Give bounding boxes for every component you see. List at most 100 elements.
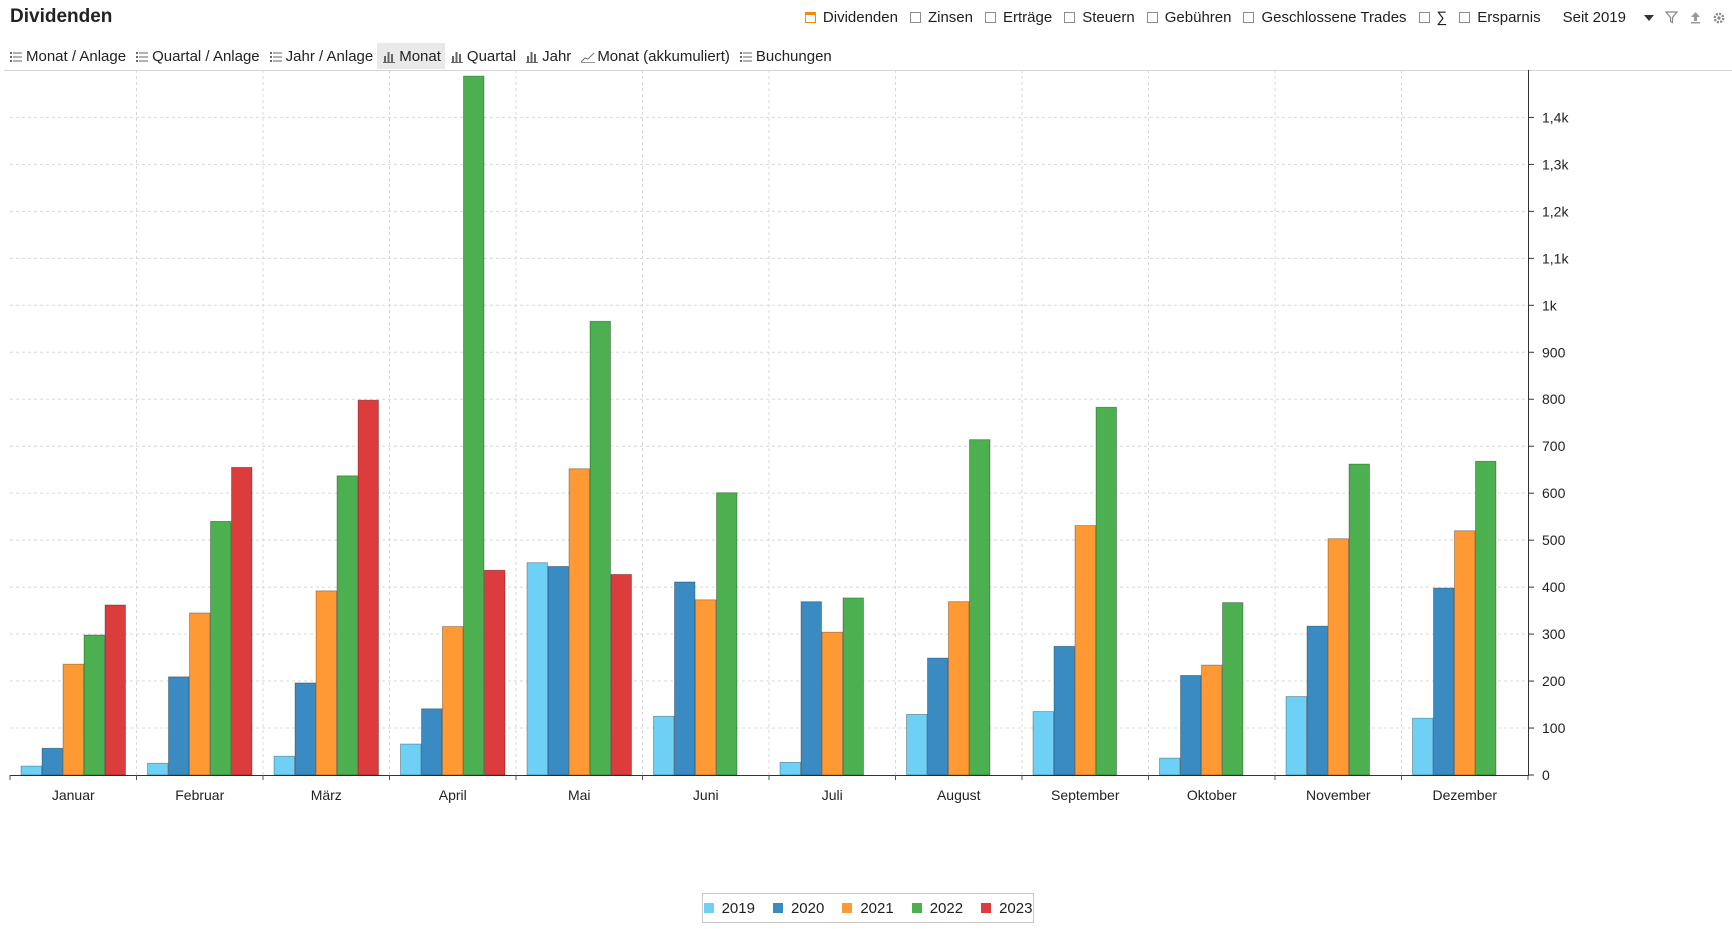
- bar-2022-5[interactable]: Mai 2022: [589, 320, 611, 776]
- legend-entry-2023[interactable]: 2023: [981, 900, 1032, 917]
- bar-2022-10[interactable]: Oktober 2022: [1222, 602, 1244, 776]
- x-tick-label: Juni: [693, 787, 719, 803]
- bar-2019-1[interactable]: Januar 2019: [20, 765, 42, 776]
- bar-2020-8[interactable]: August 2020: [927, 657, 949, 776]
- x-tick-label: April: [439, 787, 467, 803]
- legend-entry-2022[interactable]: 2022: [911, 900, 963, 917]
- bar-2021-8[interactable]: August 2021: [948, 601, 970, 776]
- y-tick-label: 300: [1542, 626, 1566, 642]
- tab-buchungen[interactable]: Buchungen: [734, 43, 836, 69]
- period-dropdown[interactable]: Seit 2019: [1563, 9, 1654, 26]
- tab-label: Monat: [399, 47, 441, 65]
- bar-2021-9[interactable]: September 2021: [1074, 525, 1096, 776]
- bar-2021-12[interactable]: Dezember 2021: [1454, 530, 1476, 776]
- bar-2022-11[interactable]: November 2022: [1348, 463, 1370, 776]
- bar-2022-12[interactable]: Dezember 2022: [1475, 460, 1497, 776]
- legend-entry-2021[interactable]: 2021: [842, 900, 894, 917]
- bar-2019-9[interactable]: September 2019: [1032, 711, 1054, 776]
- legend-label: 2023: [999, 899, 1033, 917]
- filter-summe[interactable]: ∑: [1418, 9, 1447, 26]
- tab-monat-anlage[interactable]: Monat / Anlage: [4, 43, 130, 69]
- filter-label: Steuern: [1082, 9, 1135, 26]
- bar-2020-6[interactable]: Juni 2020: [674, 581, 696, 776]
- filter-dividenden[interactable]: Dividenden: [804, 9, 898, 26]
- bar-2023-3[interactable]: März 2023: [357, 399, 379, 776]
- filter-ertraege[interactable]: Erträge: [985, 9, 1052, 26]
- settings-icon[interactable]: [1712, 11, 1726, 25]
- bar-2021-5[interactable]: Mai 2021: [568, 468, 590, 776]
- bar-2022-9[interactable]: September 2022: [1095, 406, 1117, 776]
- bar-2020-1[interactable]: Januar 2020: [41, 747, 63, 776]
- filter-zinsen[interactable]: Zinsen: [909, 9, 973, 26]
- bar-2023-1[interactable]: Januar 2023: [104, 604, 126, 776]
- bar-2021-3[interactable]: März 2021: [315, 590, 337, 776]
- bar-2019-7[interactable]: Juli 2019: [779, 761, 801, 776]
- bar-2022-2[interactable]: Februar 2022: [210, 520, 232, 776]
- filter-label: Erträge: [1003, 9, 1053, 26]
- bar-2020-2[interactable]: Februar 2020: [168, 676, 190, 776]
- bar-2020-3[interactable]: März 2020: [294, 682, 316, 776]
- x-tick-label: Dezember: [1432, 787, 1497, 803]
- tab-quartal-anlage[interactable]: Quartal / Anlage: [130, 43, 264, 69]
- dividend-bar-chart: 0 100 200 300 400 500 600 700 800 900 1k 1,1k 1,2k 1,…: [9, 70, 1569, 803]
- bar-2020-11[interactable]: November 2020: [1306, 625, 1328, 776]
- filter-label: Zinsen: [927, 9, 973, 26]
- bar-2021-4[interactable]: April 2021: [442, 626, 464, 776]
- filter-geschlossene-trades[interactable]: Geschlossene Trades: [1243, 9, 1407, 26]
- legend-label: 2020: [790, 899, 825, 917]
- bar-2019-2[interactable]: Februar 2019: [147, 762, 169, 776]
- filter-icon[interactable]: [1664, 11, 1678, 25]
- y-tick-label: 1,4k: [1542, 109, 1569, 125]
- bar-2020-7[interactable]: Juli 2020: [800, 601, 822, 776]
- export-icon[interactable]: [1688, 11, 1702, 25]
- legend-entry-2020[interactable]: 2020: [772, 899, 825, 917]
- list-icon: [136, 50, 149, 62]
- bar-2019-4[interactable]: April 2019: [400, 743, 422, 776]
- bar-2019-8[interactable]: August 2019: [906, 714, 928, 776]
- bar-2023-5[interactable]: Mai 2023: [610, 574, 632, 776]
- bar-2021-1[interactable]: Januar 2021: [62, 663, 84, 776]
- bar-2021-6[interactable]: Juni 2021: [695, 599, 717, 776]
- bar-2019-6[interactable]: Juni 2019: [653, 715, 675, 776]
- bar-2021-2[interactable]: Februar 2021: [189, 612, 211, 776]
- y-tick-label: 400: [1542, 579, 1566, 595]
- bar-2022-7[interactable]: Juli 2022: [842, 597, 864, 776]
- filter-steuern[interactable]: Steuern: [1064, 9, 1135, 26]
- list-icon: [10, 50, 22, 62]
- bar-2022-6[interactable]: Juni 2022: [716, 492, 738, 776]
- bar-2022-4[interactable]: April 2022: [463, 75, 485, 776]
- list-icon: [269, 50, 282, 62]
- tab-jahr[interactable]: Jahr: [520, 43, 575, 69]
- bar-2022-1[interactable]: Januar 2022: [83, 634, 105, 776]
- bar-2023-2[interactable]: Februar 2023: [231, 466, 253, 776]
- tab-quartal[interactable]: Quartal: [445, 43, 520, 69]
- checkbox-icon: [1459, 12, 1471, 23]
- bar-2022-3[interactable]: März 2022: [336, 475, 358, 776]
- bar-2020-10[interactable]: Oktober 2020: [1180, 675, 1202, 776]
- bar-2021-10[interactable]: Oktober 2021: [1201, 664, 1223, 776]
- tab-jahr-anlage[interactable]: Jahr / Anlage: [264, 43, 378, 69]
- bar-2021-11[interactable]: November 2021: [1327, 538, 1349, 776]
- bar-2022-8[interactable]: August 2022: [969, 439, 991, 776]
- filter-ersparnis[interactable]: Ersparnis: [1459, 9, 1541, 26]
- tab-label: Buchungen: [755, 47, 832, 65]
- legend-entry-2019[interactable]: 2019: [703, 900, 755, 917]
- bar-2019-10[interactable]: Oktober 2019: [1159, 757, 1181, 776]
- bar-2020-5[interactable]: Mai 2020: [547, 566, 569, 776]
- filter-gebuehren[interactable]: Gebühren: [1146, 9, 1232, 26]
- tab-monat[interactable]: Monat: [377, 43, 445, 69]
- filter-bar: Dividenden Zinsen Erträge Steuern Gebühr…: [793, 9, 1726, 26]
- bar-2019-11[interactable]: November 2019: [1285, 696, 1307, 776]
- bar-2020-4[interactable]: April 2020: [421, 708, 443, 776]
- bar-2020-12[interactable]: Dezember 2020: [1433, 587, 1455, 776]
- page-title: Dividenden: [10, 6, 113, 27]
- bar-2020-9[interactable]: September 2020: [1053, 645, 1075, 776]
- tab-label: Jahr: [542, 47, 572, 65]
- bar-2019-12[interactable]: Dezember 2019: [1412, 717, 1434, 776]
- filter-label: Gebühren: [1164, 9, 1232, 26]
- bar-2021-7[interactable]: Juli 2021: [821, 631, 843, 776]
- bar-2023-4[interactable]: April 2023: [484, 569, 506, 776]
- bar-2019-3[interactable]: März 2019: [273, 755, 295, 776]
- tab-monat-akkumuliert[interactable]: Monat (akkumuliert): [575, 43, 734, 69]
- bar-2019-5[interactable]: Mai 2019: [526, 562, 548, 776]
